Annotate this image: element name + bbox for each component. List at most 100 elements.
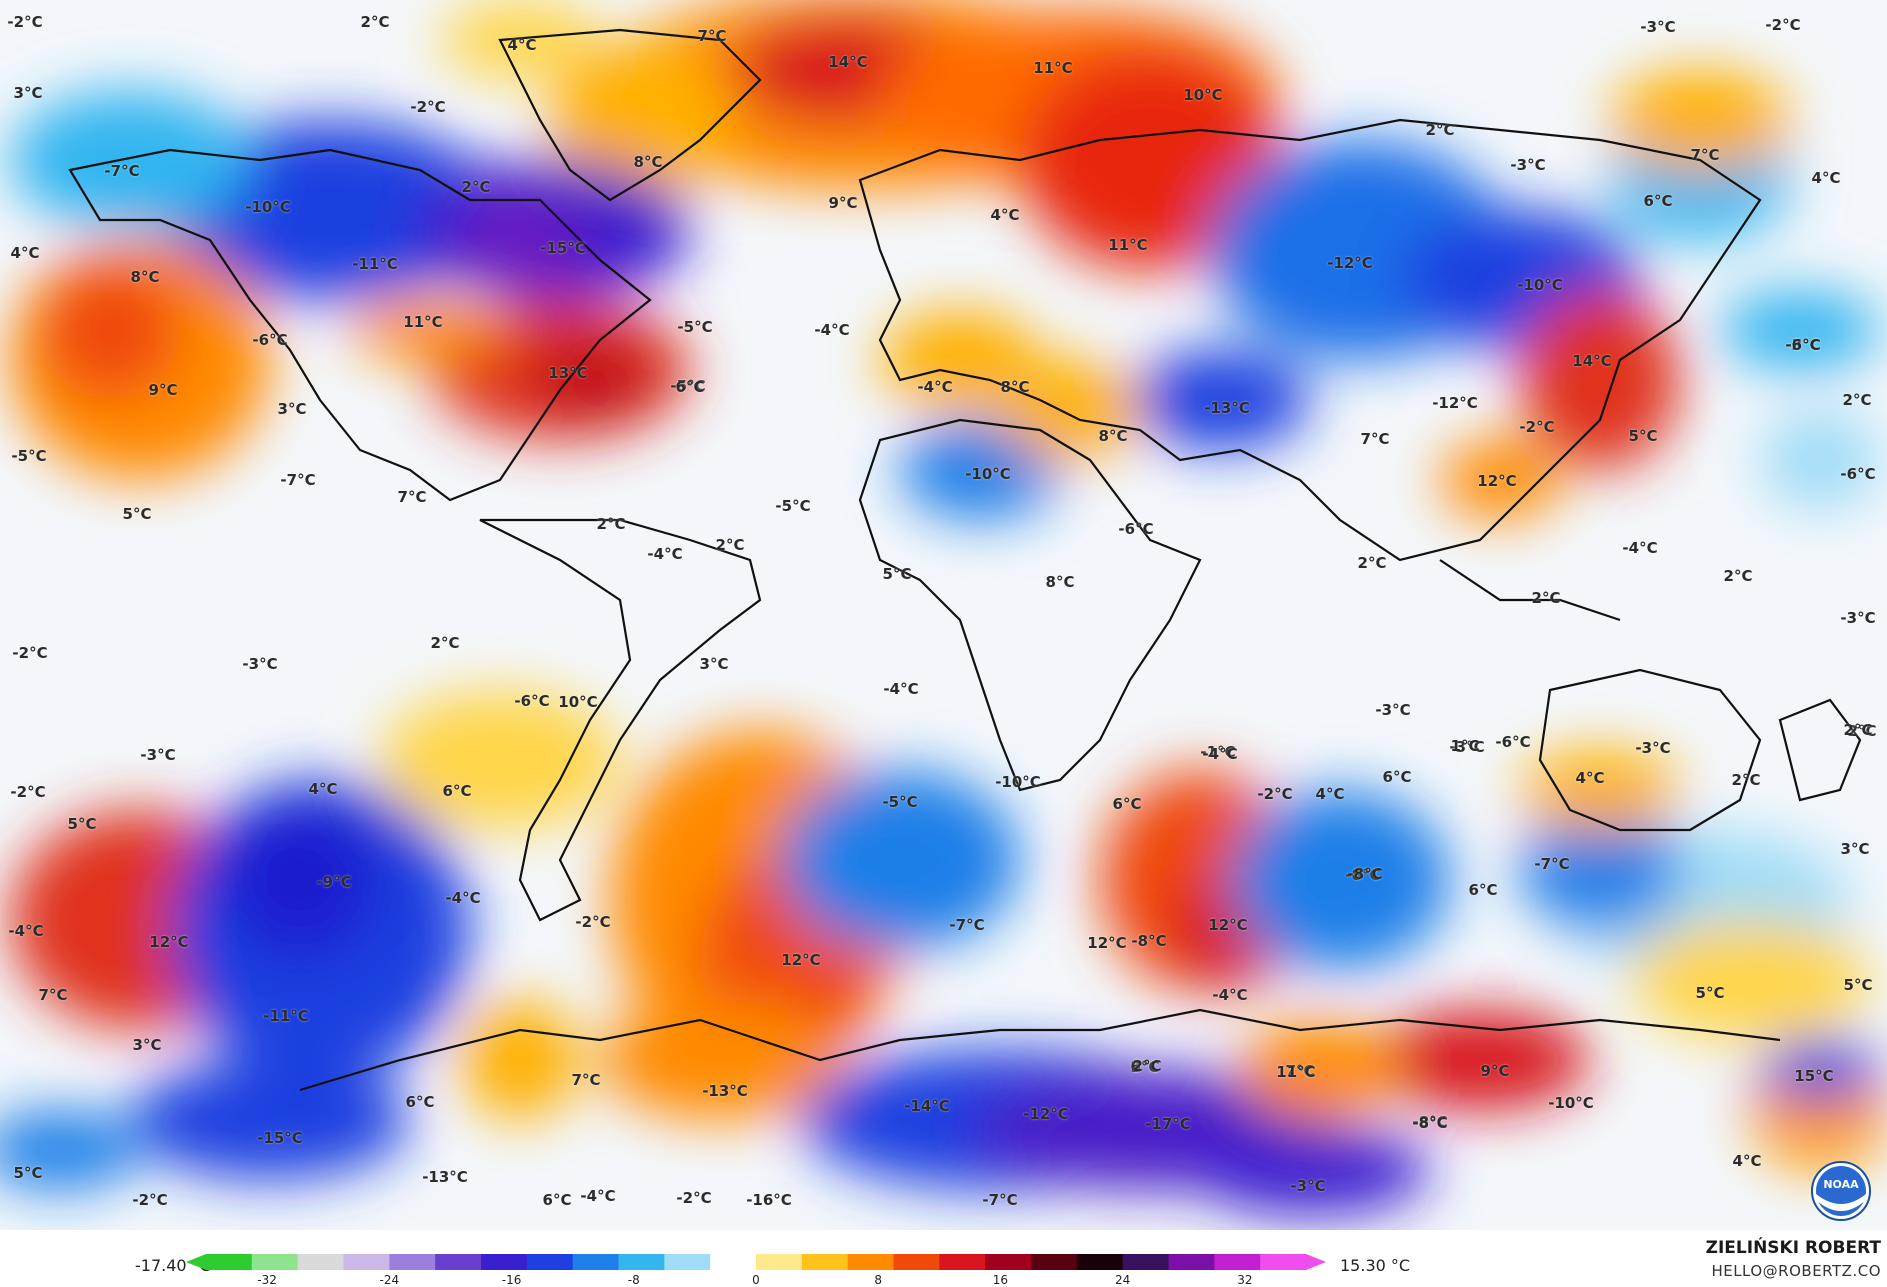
- temperature-label: -2°C: [7, 13, 43, 31]
- temperature-label: -3°C: [1290, 1177, 1326, 1195]
- colorbar-segment: [710, 1254, 757, 1270]
- temperature-label: 2°C: [1132, 1057, 1162, 1075]
- temperature-label: 11°C: [403, 313, 443, 331]
- temperature-label: -15°C: [540, 239, 586, 257]
- temperature-label: -3°C: [1785, 336, 1821, 354]
- temperature-label: -14°C: [904, 1097, 950, 1115]
- colorbar-min-arrow: [186, 1254, 206, 1270]
- colorbar-tick-label: 32: [1237, 1273, 1253, 1287]
- temperature-label: 6°C: [1130, 1058, 1160, 1076]
- temperature-label: 10°C: [1183, 86, 1223, 104]
- temperature-anomaly-map: -2°C 2°C 3°C 4°C 7°C 14°C 11°C 10°C -3°C -2°C -2°C…: [0, 0, 1887, 1230]
- temperature-label: -9°C: [316, 873, 352, 891]
- temperature-label: 2°C: [461, 178, 491, 196]
- temperature-label: 6°C: [542, 1191, 572, 1209]
- temperature-label: 8°C: [130, 268, 160, 286]
- temperature-label: -6°C: [252, 331, 288, 349]
- credit-name: ZIELIŃSKI ROBERT: [1705, 1238, 1881, 1258]
- temperature-label: 5°C: [13, 1164, 43, 1182]
- temperature-label: -4°C: [1202, 745, 1238, 763]
- colorbar-segment: [1260, 1254, 1307, 1270]
- colorbar-tick-label: -16: [501, 1273, 522, 1287]
- colorbar-segment: [618, 1254, 665, 1270]
- temperature-label: 4°C: [1575, 769, 1605, 787]
- temperature-label: 9°C: [148, 381, 178, 399]
- temperature-label: 2°C: [596, 515, 626, 533]
- temperature-label: 14°C: [828, 53, 868, 71]
- colorbar-tick-label: 24: [1115, 1273, 1131, 1287]
- temperature-label: 5°C: [67, 815, 97, 833]
- temperature-label: 2°C: [1130, 1058, 1160, 1076]
- colorbar-tick-label: 0: [752, 1273, 760, 1287]
- colorbar-segment: [343, 1254, 390, 1270]
- colorbar-tick-label: 8: [874, 1273, 883, 1287]
- temperature-label: -8°C: [1345, 866, 1381, 884]
- temperature-label: -3°C: [242, 655, 278, 673]
- temperature-label: -6°C: [1495, 733, 1531, 751]
- colorbar-segment: [1076, 1254, 1124, 1270]
- colorbar-segment: [847, 1254, 895, 1270]
- colorbar-max-label: 15.30 °C: [1340, 1256, 1411, 1275]
- temperature-label: -8°C: [1412, 1114, 1448, 1132]
- colorbar-segment: [251, 1254, 299, 1270]
- temperature-label: -5°C: [775, 497, 811, 515]
- temperature-label: 7°C: [697, 27, 727, 45]
- temperature-label: -7°C: [1534, 855, 1570, 873]
- colorbar-segment: [939, 1254, 986, 1270]
- noaa-logo-icon: NOAA: [1811, 1161, 1871, 1221]
- temperature-label: -16°C: [746, 1191, 792, 1209]
- temperature-label: 4°C: [507, 36, 537, 54]
- temperature-label: 4°C: [990, 206, 1020, 224]
- temperature-label: 5°C: [1695, 984, 1725, 1002]
- temperature-label: -7°C: [280, 471, 316, 489]
- temperature-label: 5°C: [882, 565, 912, 583]
- temperature-label: -10°C: [965, 465, 1011, 483]
- temperature-label: -3°C: [1640, 18, 1676, 36]
- colorbar-segment: [1168, 1254, 1215, 1270]
- temperature-label: -3°C: [1510, 156, 1546, 174]
- temperature-label: 12°C: [1477, 472, 1517, 490]
- colorbar-segment: [481, 1254, 528, 1270]
- temperature-label: 6°C: [405, 1093, 435, 1111]
- temperature-label: -5°C: [882, 793, 918, 811]
- colorbar-segment: [756, 1254, 803, 1270]
- temperature-label: 6°C: [1112, 795, 1142, 813]
- temperature-label: 4°C: [1315, 785, 1345, 803]
- temperature-label: 6°C: [1468, 881, 1498, 899]
- colorbar-segment: [572, 1254, 620, 1270]
- temperature-label: -4°C: [814, 321, 850, 339]
- temperature-label: 4°C: [308, 780, 338, 798]
- temperature-label: -8°C: [1347, 865, 1383, 883]
- temperature-label: -2°C: [1519, 418, 1555, 436]
- temperature-label: -6°C: [514, 692, 550, 710]
- colorbar-tick-label: -8: [627, 1273, 640, 1287]
- colorbar-segment: [1031, 1254, 1078, 1270]
- temperature-label: -4°C: [883, 680, 919, 698]
- temperature-label: 7°C: [1285, 1062, 1315, 1080]
- temperature-label: -10°C: [1517, 276, 1563, 294]
- temperature-label: 2°C: [1843, 721, 1873, 739]
- temperature-label: -11°C: [352, 255, 398, 273]
- temperature-label: 8°C: [1000, 378, 1030, 396]
- temperature-label: 7°C: [1690, 146, 1720, 164]
- temperature-label: 4°C: [1811, 169, 1841, 187]
- temperature-label: -2°C: [1765, 16, 1801, 34]
- temperature-label: 7°C: [397, 488, 427, 506]
- temperature-label: -6°C: [1785, 336, 1821, 354]
- temperature-label: -8°C: [1131, 932, 1167, 950]
- anomaly-field: [0, 0, 1887, 1215]
- temperature-label: 2°C: [1531, 589, 1561, 607]
- temperature-label: -6°C: [1118, 520, 1154, 538]
- temperature-label: -13°C: [702, 1082, 748, 1100]
- colorbar-tick-label: -24: [379, 1273, 400, 1287]
- temperature-label: -2°C: [10, 783, 46, 801]
- temperature-label: -4°C: [445, 889, 481, 907]
- temperature-label: -3°C: [1449, 738, 1485, 756]
- temperature-label: -5°C: [670, 377, 706, 395]
- temperature-label: -3°C: [1375, 701, 1411, 719]
- temperature-label: -5°C: [677, 318, 713, 336]
- temperature-label: -3°C: [1635, 739, 1671, 757]
- temperature-label: -6°C: [1840, 465, 1876, 483]
- temperature-label: 5°C: [122, 505, 152, 523]
- temperature-label: 5°C: [1628, 427, 1658, 445]
